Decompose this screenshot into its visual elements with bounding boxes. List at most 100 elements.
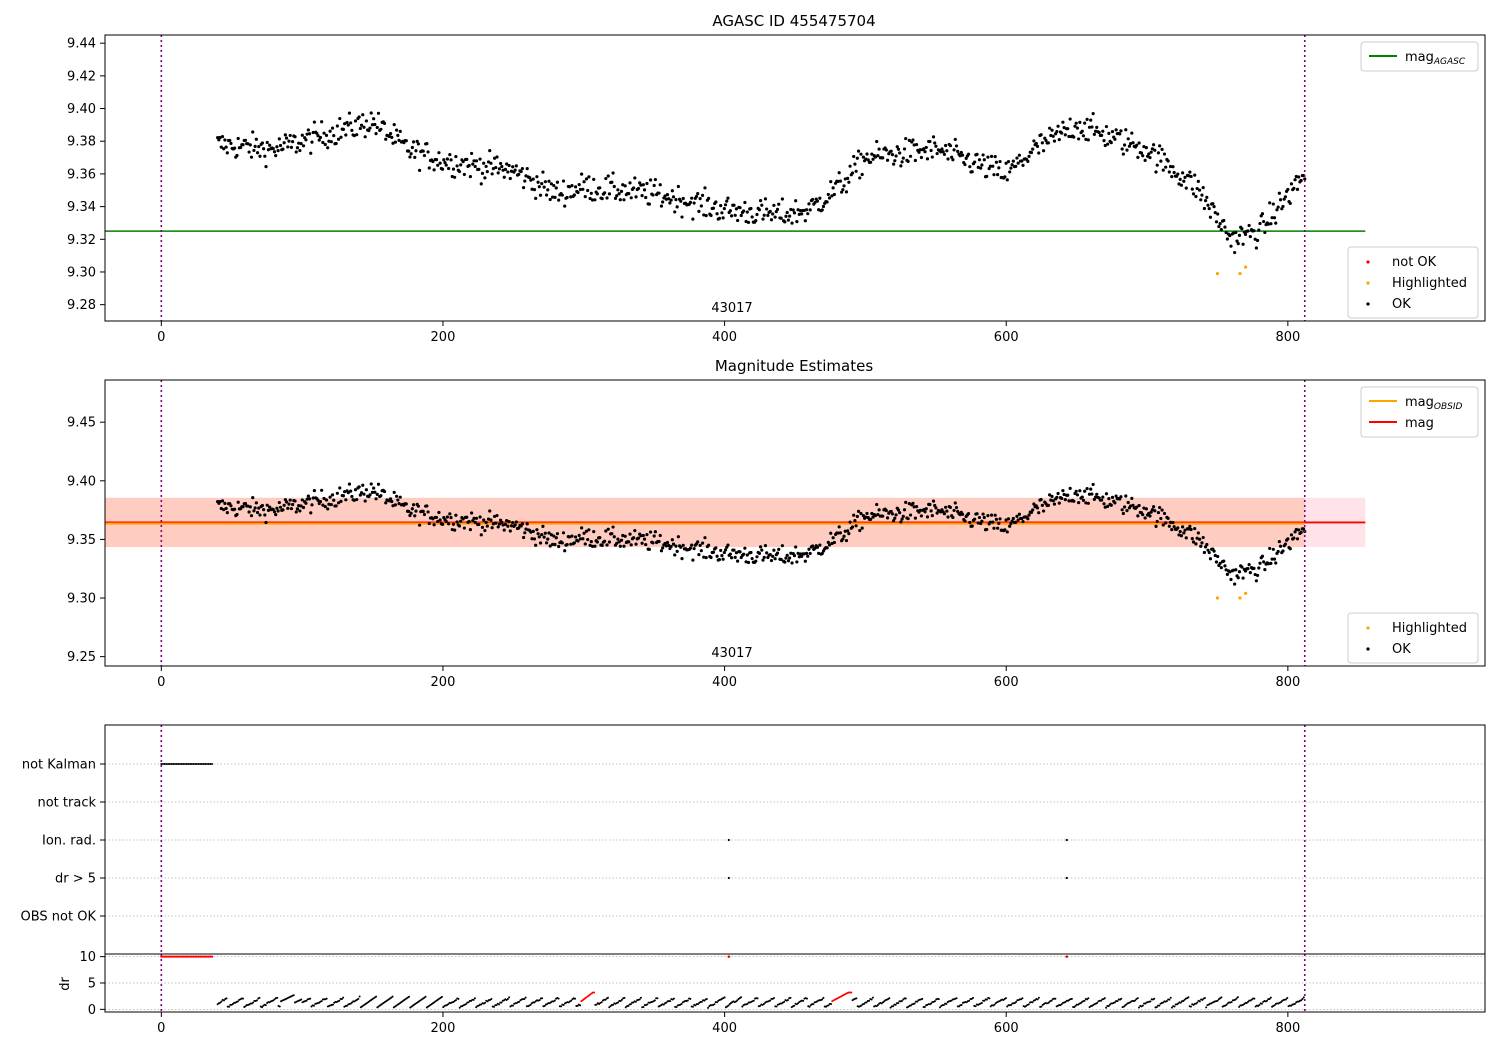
data-point-ok [1193,526,1197,531]
data-point-ok [1168,520,1173,524]
dr-point [1203,996,1206,999]
data-point-ok [427,521,431,526]
data-point-ok [918,148,922,152]
data-point-ok [690,196,694,200]
data-point-ok [931,135,936,139]
data-point-ok [728,209,732,213]
data-point-ok [426,150,430,154]
data-point-ok [810,197,815,202]
data-point-ok [467,163,471,168]
data-point-ok [717,216,722,220]
data-point-ok [453,528,457,532]
data-point-ok [1119,129,1123,133]
dr-point [897,1002,900,1005]
data-point-ok [796,551,800,555]
legend-label: not OK [1392,255,1437,270]
data-point-ok [647,202,651,206]
data-point-ok [873,155,878,159]
data-point-ok [714,546,718,550]
data-point-ok [315,131,319,135]
data-point-ok [468,175,472,179]
data-point-ok [675,205,679,209]
dr-point [892,1005,895,1008]
data-point-ok [1147,152,1151,156]
dr-point [689,997,692,1000]
data-point-ok [455,164,459,168]
dr-point [960,1004,963,1007]
data-point-ok [1194,542,1198,546]
panel-agasc-marks: 9.289.309.329.349.369.389.409.429.440 200… [67,35,1366,345]
data-point-ok [636,186,641,191]
data-point-ok [253,144,257,149]
data-point-ok [744,560,748,564]
flag-point [199,763,202,765]
data-point-ok [681,543,685,547]
data-point-ok [1109,141,1113,145]
data-point-ok [291,502,295,507]
data-point-ok [813,546,817,550]
data-point-ok [1295,537,1300,541]
data-point-ok [1015,156,1019,160]
y-tick-label: 9.32 [67,233,96,248]
data-point-ok [220,134,225,139]
dr-point [1225,1003,1228,1006]
dr-point [1216,999,1219,1002]
data-point-ok [1258,561,1262,565]
dr-clipped-point [166,955,170,958]
data-point-ok [976,521,980,525]
data-point-ok [593,198,597,202]
data-point-ok [935,151,939,156]
data-point-ok [885,516,890,520]
data-point-ok [714,200,718,204]
data-point-ok [491,522,495,526]
data-point-ok [347,482,352,486]
data-point-ok [535,175,539,179]
data-point-ok [473,164,477,169]
data-point-ok [754,218,758,223]
x-tick-label: 400 [712,675,737,690]
data-point-ok [820,208,824,212]
data-point-ok [540,533,544,537]
data-point-ok [945,509,949,513]
data-point-ok [815,545,820,549]
data-point-ok [898,511,902,515]
data-point-ok [1005,178,1009,182]
data-point-ok [1006,160,1011,164]
dr-point [255,999,258,1002]
data-point-ok [297,141,301,145]
data-point-ok [1051,499,1055,503]
data-point-ok [589,539,593,544]
flag-point [204,763,207,765]
data-point-ok [484,164,488,169]
flag-point [170,763,173,765]
data-point-ok [436,163,440,167]
data-point-ok [225,151,229,155]
dr-point [980,1002,983,1005]
data-point-ok [847,532,851,536]
dr-point [863,1002,865,1005]
data-point-ok [956,149,960,153]
data-point-ok [1021,519,1025,524]
data-point-ok [1166,516,1170,520]
data-point-ok [1207,550,1211,555]
data-point-ok [991,520,995,524]
data-point-ok [1011,159,1015,163]
data-point-ok [461,517,465,521]
dr-point [244,1005,247,1008]
data-point-ok [640,541,644,545]
data-point-ok [1214,560,1219,564]
data-point-ok [761,558,765,562]
data-point-ok [670,538,674,542]
data-point-ok [942,152,947,157]
data-point-ok [1095,492,1099,496]
data-point-ok [491,166,495,171]
dr-point [656,997,659,1000]
data-point-ok [1014,520,1018,524]
data-point-ok [595,540,599,544]
data-point-ok [471,519,475,523]
data-point-ok [899,164,903,168]
data-point-ok [928,502,932,507]
data-point-ok [304,501,308,505]
data-point-ok [268,143,272,147]
data-point-ok [986,155,990,159]
